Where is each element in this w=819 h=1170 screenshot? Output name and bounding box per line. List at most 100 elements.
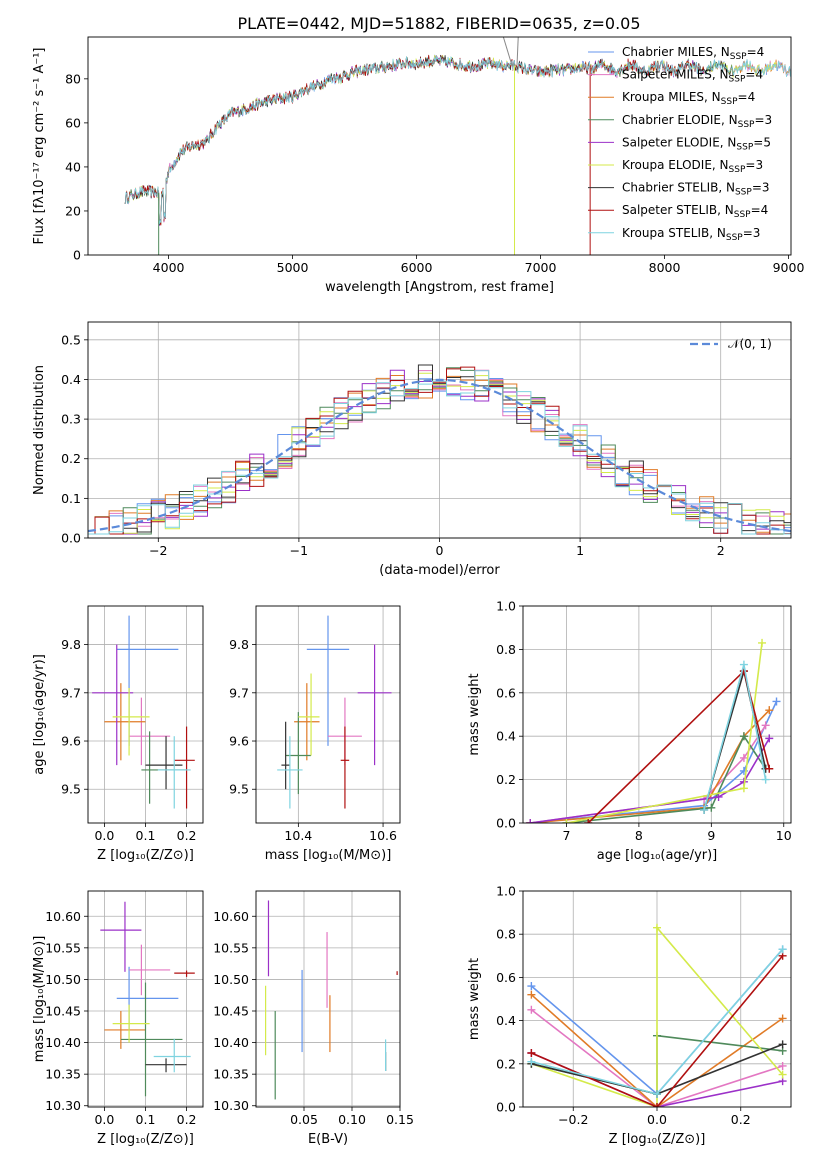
histogram-series bbox=[88, 367, 791, 535]
y-tick-label: 0.1 bbox=[61, 491, 81, 506]
y-tick-label: 0.6 bbox=[496, 685, 516, 700]
y-tick-label: 9.5 bbox=[61, 782, 81, 797]
y-tick-label: 0.2 bbox=[496, 772, 516, 787]
y-tick-label: 10.35 bbox=[213, 1067, 249, 1082]
axes-frame bbox=[87, 605, 204, 824]
spectrum-model-line bbox=[124, 55, 791, 225]
y-tick-label: 1.0 bbox=[496, 884, 516, 899]
plot-area bbox=[277, 615, 392, 809]
mass-weight-series bbox=[530, 994, 784, 1107]
mass-weight-series bbox=[531, 925, 784, 1107]
y-tick-label: 10.45 bbox=[213, 1004, 249, 1019]
x-axis-label: Z [log₁₀(Z/Z⊙)] bbox=[609, 1132, 706, 1147]
grid bbox=[88, 606, 203, 823]
spectrum-model-line bbox=[124, 56, 705, 226]
figure-title: PLATE=0442, MJD=51882, FIBERID=0635, z=0… bbox=[237, 14, 640, 33]
x-tick-label: 0.15 bbox=[386, 1112, 414, 1127]
panel-mass-vs-EBV: 0.05 0.10 0.15 10.30 10.35 10.40 10.45 10.50 10.… bbox=[213, 890, 414, 1147]
normal-curve bbox=[88, 378, 791, 533]
mass-weight-series bbox=[566, 642, 763, 823]
legend: Chabrier MILES, NSSP=4 Salpeter MILES, NS… bbox=[588, 45, 772, 243]
x-axis-label: wavelength [Angstrom, rest frame] bbox=[325, 280, 554, 295]
y-tick-label: 0.5 bbox=[61, 332, 81, 347]
plot-area bbox=[92, 615, 195, 809]
y-tick-label: 0.4 bbox=[61, 372, 81, 387]
panel-age-vs-Z: 0.0 0.1 0.2 9.5 9.6 9.7 9.8 Z [log₁₀(Z/Z⊙)] age … bbox=[32, 605, 204, 863]
legend-label: Kroupa MILES, NSSP=4 bbox=[622, 90, 755, 107]
plus-marker bbox=[761, 775, 770, 784]
x-tick-label: 10 bbox=[776, 828, 792, 843]
panel-age-vs-mass: 10.4 10.6 9.5 9.6 9.7 9.8 mass [log₁₀(M/M⊙)] bbox=[229, 605, 401, 863]
plus-marker bbox=[653, 1090, 661, 1099]
x-axis-label: E(B-V) bbox=[308, 1132, 348, 1147]
y-tick-label: 9.6 bbox=[61, 734, 81, 749]
plus-marker bbox=[653, 923, 661, 932]
x-tick-label: 0.0 bbox=[94, 828, 114, 843]
y-tick-label: 9.7 bbox=[61, 685, 81, 700]
plus-marker bbox=[653, 1103, 661, 1107]
plus-marker bbox=[700, 805, 709, 814]
x-tick-label: 0.05 bbox=[290, 1112, 318, 1127]
x-tick-label: 9000 bbox=[773, 260, 805, 275]
y-tick-label: 0.0 bbox=[496, 1100, 516, 1115]
x-tick-label: 8 bbox=[635, 828, 643, 843]
y-tick-label: 0.0 bbox=[61, 531, 81, 546]
x-tick-label: 6000 bbox=[401, 260, 433, 275]
panel-mass-weight-vs-age: 7 8 9 10 0.0 0.2 0.4 0.6 0.8 1.0 age [log₁₀(age/yr… bbox=[467, 599, 792, 864]
y-tick-label: 10.60 bbox=[213, 909, 249, 924]
mass-weight-series bbox=[530, 1009, 783, 1107]
plus-marker bbox=[778, 1061, 787, 1070]
x-axis-label: (data-model)/error bbox=[379, 563, 500, 578]
axes-frame bbox=[87, 890, 204, 1108]
plot-area bbox=[124, 37, 791, 255]
x-tick-label: 0.1 bbox=[136, 828, 156, 843]
y-tick-label: 10.30 bbox=[45, 1098, 81, 1113]
y-tick-label: 0.2 bbox=[61, 451, 81, 466]
x-axis-label: age [log₁₀(age/yr)] bbox=[597, 848, 718, 863]
x-axis-label: Z [log₁₀(Z/Z⊙)] bbox=[97, 848, 194, 863]
x-tick-label: 0.2 bbox=[731, 1112, 751, 1127]
plot-area bbox=[265, 900, 398, 1100]
x-tick-label: 5000 bbox=[277, 260, 309, 275]
y-tick-label: 0.8 bbox=[496, 642, 516, 657]
x-tick-label: 0.2 bbox=[177, 828, 197, 843]
legend-label: Salpeter MILES, NSSP=4 bbox=[622, 68, 763, 85]
plus-marker bbox=[526, 819, 535, 823]
y-tick-label: 10.55 bbox=[213, 940, 249, 955]
x-tick-label: 7000 bbox=[525, 260, 557, 275]
plot-area bbox=[526, 638, 781, 823]
y-tick-label: 0.3 bbox=[61, 412, 81, 427]
histogram-series bbox=[88, 366, 791, 535]
plus-marker bbox=[758, 638, 767, 647]
mass-weight-series bbox=[566, 734, 767, 823]
y-axis-label: age [log₁₀(age/yr)] bbox=[32, 654, 47, 775]
legend-label: Chabrier STELIB, NSSP=3 bbox=[622, 181, 770, 198]
x-tick-label: 2 bbox=[717, 543, 725, 558]
mass-weight-series bbox=[530, 724, 767, 823]
y-tick-label: 9.7 bbox=[229, 685, 249, 700]
legend-label: Salpeter STELIB, NSSP=4 bbox=[622, 203, 768, 220]
panel-spectrum: 4000 5000 6000 7000 8000 9000 0 20 40 60 80 wavelen… bbox=[32, 36, 805, 295]
plus-marker bbox=[765, 764, 774, 773]
y-tick-label: 9.6 bbox=[229, 734, 249, 749]
y-tick-label: 9.8 bbox=[61, 637, 81, 652]
plus-marker bbox=[527, 1049, 536, 1057]
plus-marker bbox=[778, 1014, 787, 1023]
y-tick-label: 0.4 bbox=[496, 1013, 516, 1028]
y-axis-label: Flux [fλ10⁻¹⁷ erg cm⁻² s⁻¹ A⁻¹] bbox=[32, 48, 47, 245]
plus-marker bbox=[761, 721, 770, 730]
y-tick-label: 9.5 bbox=[229, 782, 249, 797]
x-tick-label: 0.1 bbox=[136, 1112, 156, 1127]
plus-marker bbox=[765, 734, 774, 743]
axes-frame bbox=[522, 890, 792, 1108]
mass-weight-series bbox=[587, 669, 771, 823]
plus-marker bbox=[527, 1005, 536, 1014]
y-tick-label: 0.2 bbox=[496, 1056, 516, 1071]
x-tick-label: 0.2 bbox=[177, 1112, 197, 1127]
y-tick-label: 0.6 bbox=[496, 970, 516, 985]
y-tick-label: 10.50 bbox=[213, 972, 249, 987]
axes-frame bbox=[87, 321, 792, 539]
histogram-series bbox=[88, 370, 791, 535]
y-tick-label: 0.4 bbox=[496, 729, 516, 744]
